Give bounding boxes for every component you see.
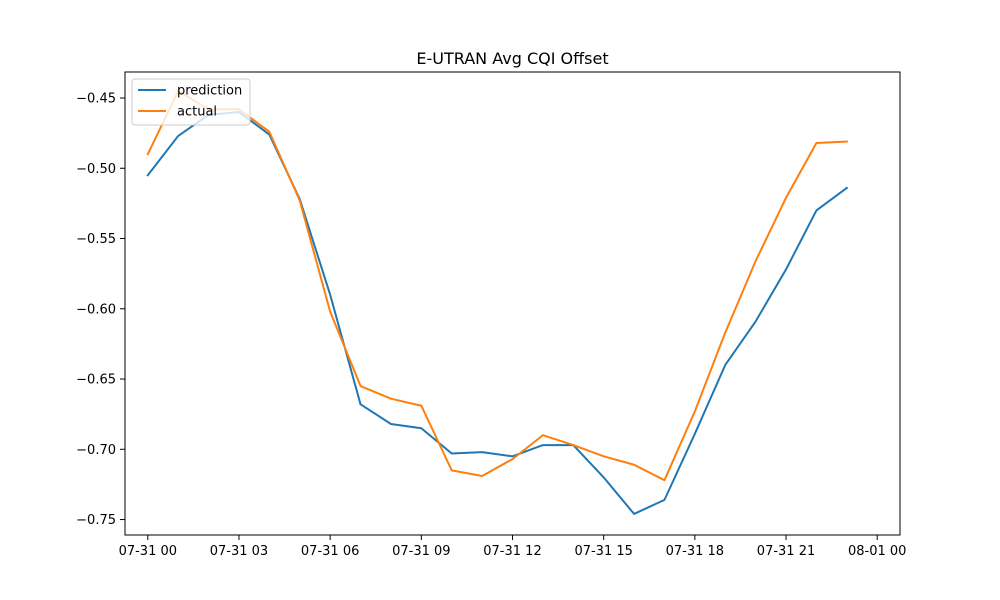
x-tick-label: 07-31 15 xyxy=(574,544,632,559)
series-line-prediction xyxy=(146,111,849,515)
x-tick-label: 07-31 03 xyxy=(210,544,268,559)
legend-label-prediction: prediction xyxy=(177,84,242,99)
x-tick-label: 08-01 00 xyxy=(848,544,906,559)
y-tick-label: −0.45 xyxy=(76,91,116,106)
series-line-actual xyxy=(146,89,848,482)
y-tick-label: −0.55 xyxy=(76,232,116,247)
x-tick-label: 07-31 09 xyxy=(392,544,450,559)
x-tick-label: 07-31 21 xyxy=(757,544,815,559)
legend: prediction actual xyxy=(131,78,251,126)
x-tick-label: 07-31 12 xyxy=(483,544,541,559)
y-tick-label: −0.60 xyxy=(76,302,116,317)
chart-title: E-UTRAN Avg CQI Offset xyxy=(416,49,608,68)
x-axis: 07-31 00 07-31 03 07-31 06 07-31 09 07-31 12… xyxy=(119,535,906,559)
y-tick-label: −0.50 xyxy=(76,162,116,177)
y-tick-label: −0.65 xyxy=(76,373,116,388)
y-tick-label: −0.75 xyxy=(76,513,116,528)
legend-label-actual: actual xyxy=(177,105,217,120)
x-tick-label: 07-31 00 xyxy=(119,544,177,559)
y-tick-label: −0.70 xyxy=(76,443,116,458)
y-axis: −0.45 −0.50 −0.55 −0.60 −0.65 −0.70 −0.75 xyxy=(76,91,125,528)
series-layer xyxy=(146,89,849,515)
x-tick-label: 07-31 18 xyxy=(666,544,724,559)
x-tick-label: 07-31 06 xyxy=(301,544,359,559)
